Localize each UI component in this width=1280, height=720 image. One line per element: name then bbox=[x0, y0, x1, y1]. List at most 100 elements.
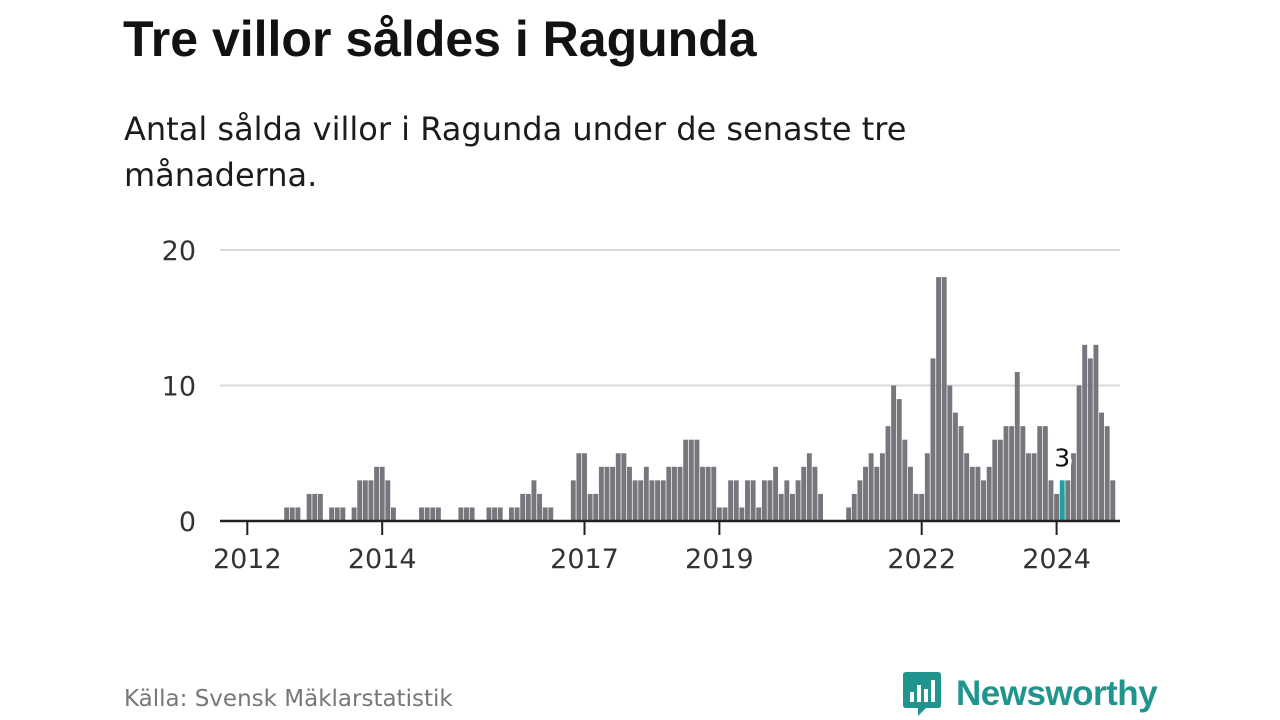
bar bbox=[464, 507, 469, 521]
bar bbox=[509, 507, 514, 521]
bar bbox=[728, 480, 734, 521]
bar bbox=[632, 480, 638, 521]
bar bbox=[947, 385, 953, 521]
bar bbox=[1014, 371, 1020, 521]
bar bbox=[700, 466, 705, 521]
bar bbox=[435, 507, 441, 521]
x-tick-label: 2017 bbox=[550, 544, 619, 575]
bar bbox=[756, 507, 762, 521]
bar bbox=[879, 453, 885, 521]
bar bbox=[638, 480, 644, 521]
bar bbox=[1048, 480, 1054, 521]
bar bbox=[767, 480, 773, 521]
bar bbox=[295, 507, 301, 521]
bar bbox=[896, 399, 902, 521]
x-tick-label: 2014 bbox=[348, 544, 417, 575]
bar bbox=[784, 480, 790, 521]
bar bbox=[666, 466, 672, 521]
bar bbox=[874, 466, 880, 521]
bar bbox=[610, 466, 616, 521]
bar bbox=[531, 480, 537, 521]
bar bbox=[885, 426, 891, 521]
bar bbox=[806, 453, 812, 521]
bar bbox=[1065, 480, 1071, 521]
bar bbox=[357, 480, 363, 521]
bar bbox=[469, 507, 475, 521]
data-labels: 33 bbox=[1051, 440, 1074, 476]
data-label-halo: 3 bbox=[1054, 443, 1070, 472]
bar bbox=[745, 480, 750, 521]
bar bbox=[868, 453, 874, 521]
bar bbox=[598, 466, 604, 521]
bar bbox=[643, 466, 649, 521]
bar bbox=[1087, 358, 1093, 521]
bar bbox=[908, 466, 913, 521]
bar bbox=[593, 493, 599, 521]
bar bbox=[351, 507, 357, 521]
bar bbox=[548, 507, 554, 521]
bar bbox=[514, 507, 520, 521]
brand-name: Newsworthy bbox=[956, 674, 1158, 713]
bar bbox=[621, 453, 627, 521]
bar bbox=[913, 493, 919, 521]
bar bbox=[570, 480, 576, 521]
bar bbox=[1020, 426, 1026, 521]
bar bbox=[761, 480, 767, 521]
bar bbox=[1082, 344, 1088, 521]
bar bbox=[936, 277, 942, 521]
bar bbox=[317, 493, 323, 521]
bar bbox=[863, 466, 868, 521]
bar bbox=[525, 493, 531, 521]
bar bbox=[952, 412, 958, 521]
bar bbox=[430, 507, 436, 521]
bar bbox=[919, 493, 925, 521]
bar bbox=[846, 507, 852, 521]
bar bbox=[1009, 426, 1015, 521]
bar bbox=[986, 466, 992, 521]
bar bbox=[750, 480, 756, 521]
bar bbox=[981, 480, 986, 521]
data-label: 3 bbox=[1054, 443, 1070, 472]
bar bbox=[694, 439, 700, 521]
bar bbox=[683, 439, 689, 521]
bar bbox=[790, 493, 795, 521]
bar bbox=[773, 466, 779, 521]
bar bbox=[390, 507, 396, 521]
y-tick-label: 0 bbox=[179, 507, 196, 538]
x-tick-label: 2019 bbox=[685, 544, 754, 575]
bar bbox=[671, 466, 677, 521]
bar bbox=[795, 480, 801, 521]
bar bbox=[857, 480, 863, 521]
bar bbox=[604, 466, 610, 521]
bar bbox=[891, 385, 897, 521]
bar bbox=[615, 453, 621, 521]
bar bbox=[941, 277, 947, 521]
bar bbox=[733, 480, 739, 521]
bar bbox=[902, 439, 908, 521]
y-tick-label: 10 bbox=[162, 372, 196, 403]
brand-logo[interactable]: Newsworthy bbox=[902, 670, 1158, 718]
y-axis-ticks: 0 10 20 bbox=[162, 236, 196, 538]
x-axis-ticks: 2012 2014 2017 2019 2022 2024 bbox=[213, 521, 1091, 575]
chart-title: Tre villor såldes i Ragunda bbox=[123, 11, 757, 67]
bar bbox=[582, 453, 587, 521]
bar bbox=[1042, 426, 1048, 521]
bar bbox=[705, 466, 711, 521]
bar bbox=[688, 439, 694, 521]
bar bbox=[368, 480, 374, 521]
x-tick-label: 2012 bbox=[213, 544, 282, 575]
bar bbox=[649, 480, 655, 521]
bar bbox=[1104, 426, 1110, 521]
bar bbox=[1037, 426, 1043, 521]
bar bbox=[306, 493, 312, 521]
bar bbox=[329, 507, 335, 521]
bar bbox=[1076, 385, 1082, 521]
bar bbox=[812, 466, 818, 521]
bar bbox=[576, 453, 582, 521]
bar bbox=[711, 466, 717, 521]
bar bbox=[1093, 344, 1099, 521]
bar bbox=[424, 507, 430, 521]
bar bbox=[419, 507, 424, 521]
bar bbox=[818, 493, 823, 521]
bar bbox=[537, 493, 542, 521]
